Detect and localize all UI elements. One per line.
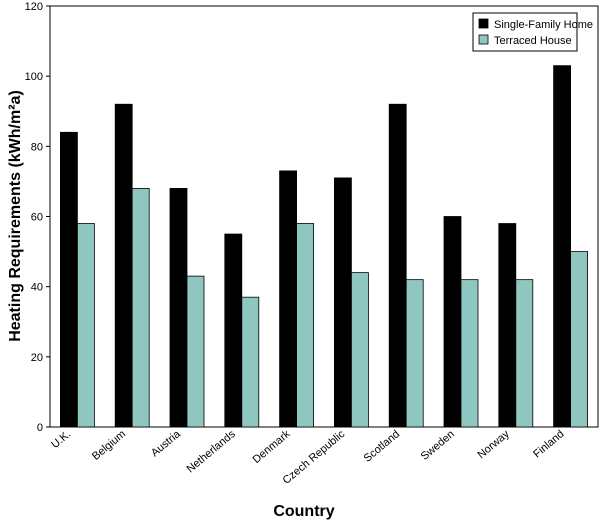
y-tick-label: 60 [31,212,43,224]
x-axis-title: Country [273,503,334,520]
bar-terraced-0 [77,223,95,428]
bar-single-family-3 [224,233,243,428]
bar-single-family-7 [443,216,462,428]
bar-single-family-6 [388,103,407,428]
x-tick-label: Austria [149,428,184,460]
bar-terraced-1 [131,188,150,428]
legend-label: Terraced House [494,35,572,47]
y-tick-label: 40 [31,282,43,294]
legend-box [472,12,578,52]
x-tick-label: Belgium [90,428,128,463]
y-tick-label: 100 [25,71,43,83]
x-axis-ticks: U.K. Belgium Austria Netherlands DenmarkCzec… [49,428,566,487]
bar-single-family-4 [279,170,298,428]
y-tick-label: 120 [25,1,43,13]
y-tick-label: 80 [31,141,43,153]
legend-swatch [478,18,489,29]
bar-single-family-9 [553,65,571,428]
bar-single-family-1 [114,103,133,428]
legend-label: Single-Family Home [494,19,593,31]
bar-terraced-9 [570,251,588,428]
bar-terraced-5 [350,272,369,428]
y-axis-ticks: 0 20 40 60 80 100 120 [25,1,50,434]
y-tick-label: 20 [31,352,43,364]
bar-terraced-4 [296,223,315,428]
bar-terraced-2 [186,275,205,428]
legend-swatch [478,34,489,45]
bar-single-family-5 [333,177,352,428]
bars [60,65,588,428]
bar-single-family-8 [498,223,517,428]
x-tick-label: Netherlands [185,428,239,476]
y-axis-title: Heating Requirements (kWh/m²a) [7,90,24,342]
x-tick-label: Sweden [419,428,457,463]
bar-single-family-0 [60,131,78,428]
bar-terraced-8 [515,279,534,428]
x-tick-label: Norway [475,428,512,461]
legend: Single-Family Home Terraced House [472,12,593,52]
x-tick-label: Denmark [251,428,293,466]
x-tick-label: Scotland [362,428,403,465]
bar-terraced-6 [405,279,424,428]
x-tick-label: U.K. [49,428,73,451]
bar-terraced-7 [460,279,479,428]
bar-terraced-3 [241,296,260,428]
y-tick-label: 0 [37,422,43,434]
bar-single-family-2 [169,188,188,428]
x-tick-label: Finland [531,428,566,460]
